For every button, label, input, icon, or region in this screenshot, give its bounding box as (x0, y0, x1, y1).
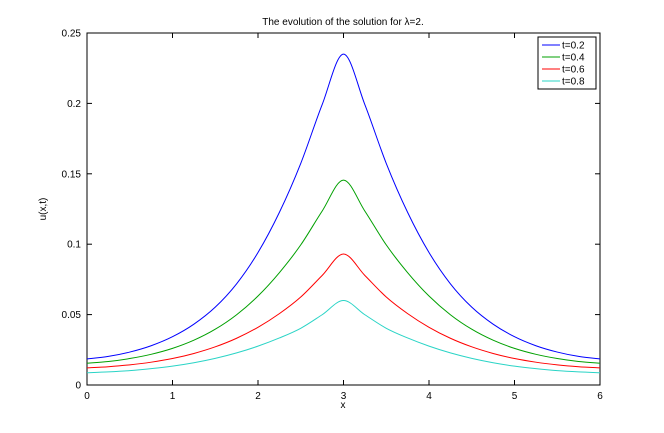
x-tick-label: 6 (597, 391, 603, 402)
series-line-4 (86, 300, 601, 374)
series-line-2 (86, 179, 601, 364)
legend-label: t=0.4 (562, 53, 585, 64)
y-axis-label: u(x,t) (38, 198, 49, 221)
series-line-3 (86, 253, 601, 369)
series-lines (86, 53, 601, 374)
chart-title: The evolution of the solution for λ=2. (262, 17, 424, 28)
x-tick-label: 4 (426, 391, 432, 402)
legend-box (537, 36, 597, 90)
x-tick-label: 3 (341, 391, 347, 402)
series-line-1 (86, 53, 601, 360)
y-tick-label: 0 (75, 381, 81, 392)
x-tick-label: 2 (255, 391, 261, 402)
y-tick-label: 0.25 (62, 29, 82, 40)
legend: t=0.2t=0.4t=0.6t=0.8 (537, 36, 597, 90)
legend-label: t=0.6 (562, 65, 585, 76)
y-tick-label: 0.05 (62, 310, 82, 321)
axis-ticks: 0 1 2 3 4 5 6 0 0.05 0.1 0.15 0.2 0.25 (62, 29, 604, 403)
plot-area (86, 32, 601, 386)
x-tick-label: 5 (512, 391, 518, 402)
y-tick-label: 0.15 (62, 169, 82, 180)
y-tick-label: 0.1 (67, 240, 81, 251)
x-tick-label: 0 (84, 391, 90, 402)
y-tick-label: 0.2 (67, 99, 81, 110)
legend-label: t=0.2 (562, 41, 585, 52)
legend-label: t=0.8 (562, 77, 585, 88)
x-tick-label: 1 (170, 391, 176, 402)
x-axis-label: x (341, 400, 346, 411)
